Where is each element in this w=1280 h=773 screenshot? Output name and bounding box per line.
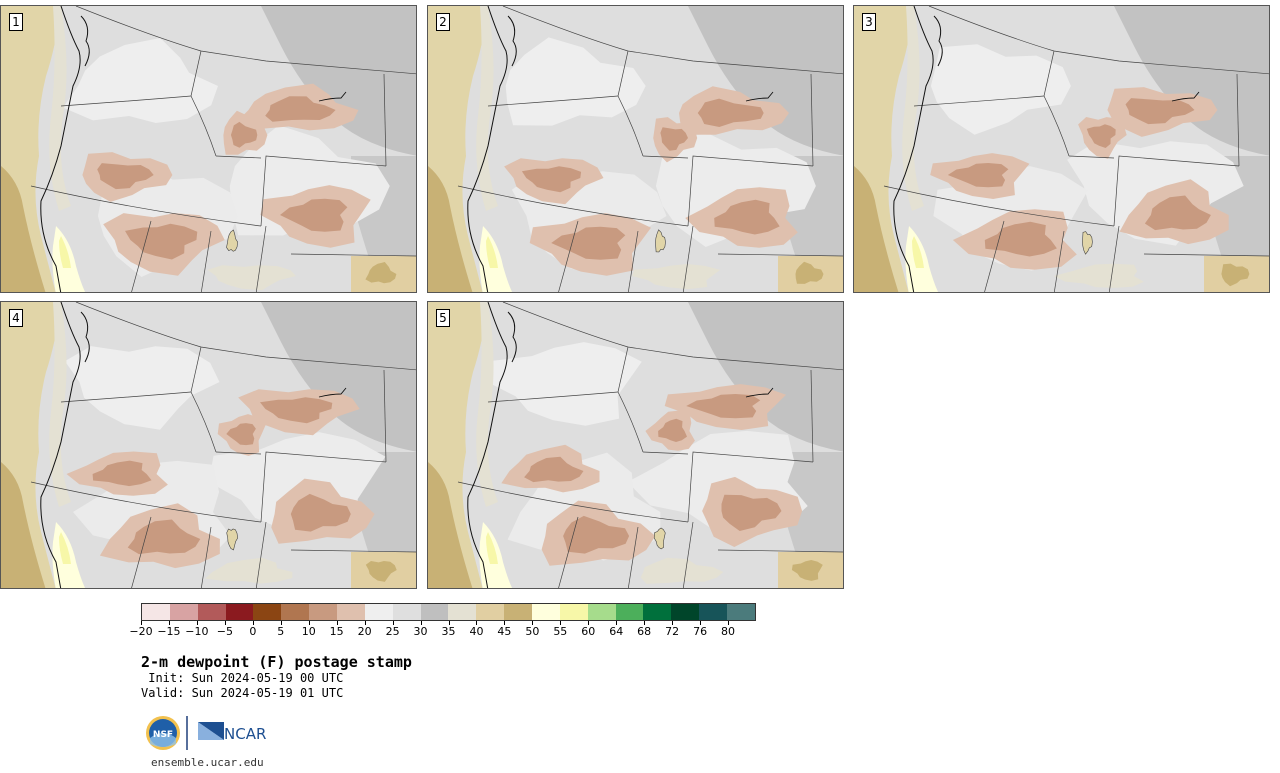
dewpoint-map-1	[1, 6, 416, 292]
colorbar-tick	[560, 621, 562, 625]
colorbar-swatch	[420, 604, 449, 620]
member-label-5: 5	[436, 309, 450, 327]
colorbar-swatch	[392, 604, 421, 620]
colorbar-tick-label: −5	[216, 625, 233, 638]
colorbar-tick-label: 45	[497, 625, 512, 638]
colorbar-tick-label: 76	[693, 625, 708, 638]
member-label-3: 3	[862, 13, 876, 31]
colorbar-swatch	[309, 604, 338, 620]
member-label-1: 1	[9, 13, 23, 31]
colorbar-tick-label: 68	[637, 625, 652, 638]
member-panel-5: 5	[427, 301, 844, 589]
colorbar-tick	[728, 621, 730, 625]
colorbar-tick	[644, 621, 646, 625]
member-label-4: 4	[9, 309, 23, 327]
colorbar-tick	[672, 621, 674, 625]
svg-text:NSF: NSF	[153, 730, 173, 740]
colorbar-swatch	[643, 604, 672, 620]
colorbar-swatch	[532, 604, 560, 620]
colorbar-swatch	[699, 604, 728, 620]
colorbar-tick-label: 5	[277, 625, 285, 638]
member-label-2: 2	[436, 13, 450, 31]
colorbar-swatch	[448, 604, 477, 620]
colorbar-swatch	[504, 604, 533, 620]
valid-time: Valid: Sun 2024-05-19 01 UTC	[141, 686, 344, 700]
colorbar-tick	[700, 621, 702, 625]
colorbar-tick-label: 25	[385, 625, 400, 638]
colorbar-tick-label: 72	[665, 625, 680, 638]
website-url: ensemble.ucar.edu	[151, 756, 264, 769]
colorbar-tick-label: 15	[329, 625, 344, 638]
member-panel-2: 2	[427, 5, 844, 293]
colorbar-tick-label: −10	[185, 625, 209, 638]
dewpoint-colorbar	[141, 603, 756, 621]
colorbar-tick-label: 35	[441, 625, 456, 638]
logos: NSF NCAR	[146, 716, 266, 750]
init-time: Init: Sun 2024-05-19 00 UTC	[141, 671, 344, 685]
ncar-logo: NCAR	[198, 722, 266, 743]
colorbar-swatch	[615, 604, 644, 620]
colorbar-swatch	[727, 604, 755, 620]
colorbar-tick-label: 10	[301, 625, 316, 638]
member-panel-3: 3	[853, 5, 1270, 293]
colorbar-tick	[532, 621, 534, 625]
dewpoint-map-3	[854, 6, 1269, 292]
dewpoint-map-4	[1, 302, 416, 588]
colorbar-tick	[364, 621, 366, 625]
colorbar-tick	[168, 621, 170, 625]
colorbar-swatch	[559, 604, 588, 620]
colorbar-swatch	[587, 604, 616, 620]
colorbar-tick	[336, 621, 338, 625]
colorbar-tick-label: 20	[357, 625, 372, 638]
colorbar-swatch	[337, 604, 365, 620]
colorbar-tick	[196, 621, 198, 625]
nsf-logo: NSF	[146, 716, 180, 750]
colorbar-tick-label: −20	[129, 625, 153, 638]
plot-title: 2-m dewpoint (F) postage stamp	[141, 653, 412, 671]
colorbar-tick-label: −15	[157, 625, 181, 638]
colorbar-swatch	[671, 604, 700, 620]
colorbar-tick	[420, 621, 422, 625]
colorbar-tick-label: 40	[469, 625, 484, 638]
colorbar-tick-label: 60	[581, 625, 596, 638]
member-panel-4: 4	[0, 301, 417, 589]
colorbar-tick	[252, 621, 254, 625]
colorbar-tick	[392, 621, 394, 625]
member-panel-1: 1	[0, 5, 417, 293]
colorbar-swatch	[281, 604, 310, 620]
colorbar-tick-label: 80	[721, 625, 736, 638]
colorbar-ticks: −20 −15 −10 −5 0 5 10 15 20 25 30 35 40 45 50 55 60 64 68 7…	[0, 621, 800, 641]
colorbar-swatch	[476, 604, 505, 620]
colorbar-swatch	[364, 604, 393, 620]
colorbar-tick	[141, 621, 142, 625]
colorbar-swatch	[253, 604, 282, 620]
colorbar-swatch	[142, 604, 170, 620]
svg-text:NCAR: NCAR	[224, 725, 266, 743]
dewpoint-map-5	[428, 302, 843, 588]
colorbar-tick-label: 50	[525, 625, 540, 638]
colorbar-tick	[308, 621, 310, 625]
colorbar-tick-label: 0	[249, 625, 257, 638]
colorbar-tick	[588, 621, 590, 625]
colorbar-tick	[448, 621, 450, 625]
colorbar-swatch	[197, 604, 226, 620]
colorbar-tick-label: 64	[609, 625, 624, 638]
colorbar-tick	[280, 621, 282, 625]
colorbar-tick	[224, 621, 226, 625]
colorbar-tick-label: 30	[413, 625, 428, 638]
colorbar-swatch	[225, 604, 254, 620]
colorbar-swatch	[169, 604, 198, 620]
dewpoint-map-2	[428, 6, 843, 292]
colorbar-tick	[476, 621, 478, 625]
colorbar-tick-label: 55	[553, 625, 568, 638]
colorbar-tick	[616, 621, 618, 625]
colorbar-tick	[504, 621, 506, 625]
